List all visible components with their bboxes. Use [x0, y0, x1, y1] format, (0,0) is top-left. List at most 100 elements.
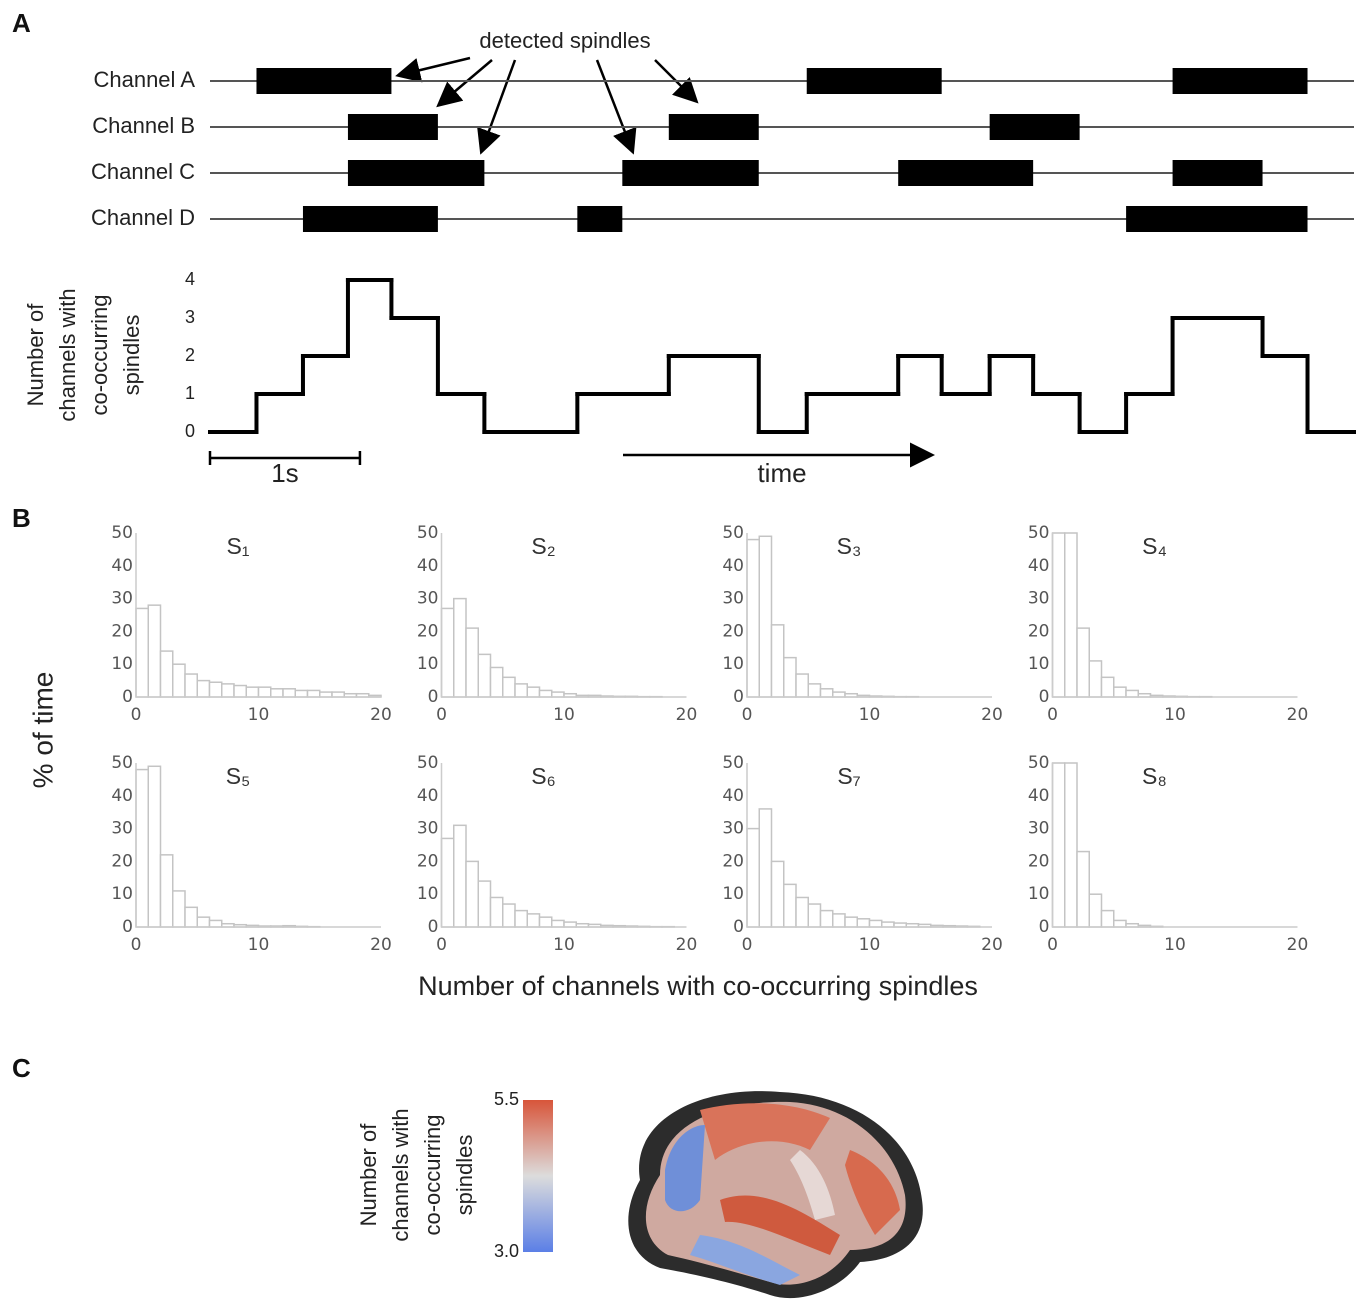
y-tick-label: 40 — [722, 556, 744, 576]
y-tick-label: 10 — [111, 884, 133, 904]
y-tick-label: 0 — [1039, 917, 1050, 937]
y-tick-label: 30 — [722, 819, 744, 839]
histogram-bar — [161, 651, 173, 697]
histogram-bar — [808, 684, 820, 697]
histogram-bar — [271, 689, 283, 697]
y-axis-label: channels with — [55, 288, 80, 421]
panel-title: S₆ — [531, 763, 556, 789]
histogram-bar — [246, 687, 258, 697]
channel-label: Channel A — [93, 67, 195, 92]
histogram-bar — [857, 919, 869, 927]
histogram-bar — [821, 911, 833, 927]
histogram-bar — [478, 654, 490, 697]
histogram-bar — [283, 689, 295, 697]
histogram-bar — [540, 690, 552, 697]
x-tick-label: 10 — [553, 705, 575, 725]
y-tick-label: 20 — [417, 851, 439, 871]
histogram-bar — [1089, 661, 1101, 697]
histogram-bar — [1114, 920, 1126, 927]
histogram-bar — [210, 920, 222, 927]
y-tick-label: 10 — [1028, 884, 1050, 904]
histogram-bar — [148, 766, 160, 927]
x-tick-label: 0 — [1047, 705, 1058, 725]
x-tick-label: 10 — [248, 705, 270, 725]
histogram-bar — [1077, 852, 1089, 927]
spindle — [898, 160, 1033, 186]
y-tick-label: 10 — [417, 654, 439, 674]
histogram-bar — [136, 608, 148, 697]
channel-label: Channel B — [92, 113, 195, 138]
histogram-bar — [759, 536, 771, 697]
x-tick-label: 0 — [1047, 935, 1058, 955]
histogram-bar — [173, 891, 185, 927]
y-tick-label: 0 — [1039, 687, 1050, 707]
y-axis-label: co-occurring — [87, 294, 112, 415]
y-tick-label: 10 — [722, 884, 744, 904]
colorbar-label: spindles — [452, 1135, 477, 1216]
histogram-bar — [1077, 628, 1089, 697]
y-tick-label: 20 — [111, 621, 133, 641]
histogram-bar — [747, 540, 759, 697]
histogram-bar — [1053, 763, 1065, 927]
histogram-bar — [747, 829, 759, 927]
panel-title: S₃ — [837, 533, 862, 559]
y-tick-label: 50 — [111, 523, 133, 543]
y-tick-label: 10 — [111, 654, 133, 674]
y-tick-label: 50 — [417, 523, 439, 543]
y-tick-label: 40 — [111, 556, 133, 576]
histogram-bar — [173, 664, 185, 697]
histogram-bar — [308, 690, 320, 697]
y-tick-label: 20 — [417, 621, 439, 641]
x-tick-label: 10 — [553, 935, 575, 955]
histogram-bar — [185, 674, 197, 697]
colorbar-tick-label: 3.0 — [494, 1241, 519, 1261]
y-tick-label: 30 — [111, 819, 133, 839]
histogram-bar — [148, 605, 160, 697]
histogram-bar — [759, 809, 771, 927]
histogram-bar — [552, 920, 564, 927]
x-tick-label: 10 — [859, 705, 881, 725]
y-tick-label: 50 — [722, 753, 744, 773]
histogram-bar — [442, 838, 454, 927]
histogram-bar — [1089, 894, 1101, 927]
histogram-bar — [870, 920, 882, 927]
panel-letter: C — [12, 1053, 31, 1083]
y-tick-label: 30 — [722, 589, 744, 609]
histogram-bar — [466, 861, 478, 927]
spindle — [256, 68, 391, 94]
histogram-bar — [833, 914, 845, 927]
panel-title: S₁ — [226, 533, 249, 559]
x-tick-label: 10 — [1164, 705, 1186, 725]
y-tick-label: 50 — [417, 753, 439, 773]
y-tick-label: 0 — [428, 687, 439, 707]
y-tick-label: 0 — [185, 421, 195, 441]
colorbar-label: channels with — [388, 1108, 413, 1241]
x-tick-label: 20 — [370, 935, 392, 955]
y-tick-label: 20 — [111, 851, 133, 871]
figure: A B C detected spindles time % of time N… — [0, 0, 1360, 1305]
y-tick-label: 30 — [417, 819, 439, 839]
histogram-bar — [491, 667, 503, 697]
y-tick-label: 0 — [733, 917, 744, 937]
y-tick-label: 0 — [122, 687, 133, 707]
spindle — [807, 68, 942, 94]
histogram-bar — [503, 904, 515, 927]
histogram-bar — [796, 897, 808, 927]
histogram-bar — [821, 689, 833, 697]
x-tick-label: 20 — [1287, 935, 1309, 955]
histogram-bar — [772, 625, 784, 697]
histogram-bar — [784, 884, 796, 927]
histogram-bar — [1102, 911, 1114, 927]
y-tick-label: 30 — [417, 589, 439, 609]
y-tick-label: 40 — [417, 786, 439, 806]
x-tick-label: 0 — [742, 705, 753, 725]
histogram-bar — [515, 684, 527, 697]
histogram-bar — [527, 914, 539, 927]
x-tick-label: 20 — [676, 705, 698, 725]
y-tick-label: 10 — [417, 884, 439, 904]
histogram-bar — [136, 770, 148, 927]
x-tick-label: 10 — [859, 935, 881, 955]
spindle — [990, 114, 1080, 140]
annotation-arrows — [400, 58, 695, 150]
histogram-bar — [1126, 690, 1138, 697]
